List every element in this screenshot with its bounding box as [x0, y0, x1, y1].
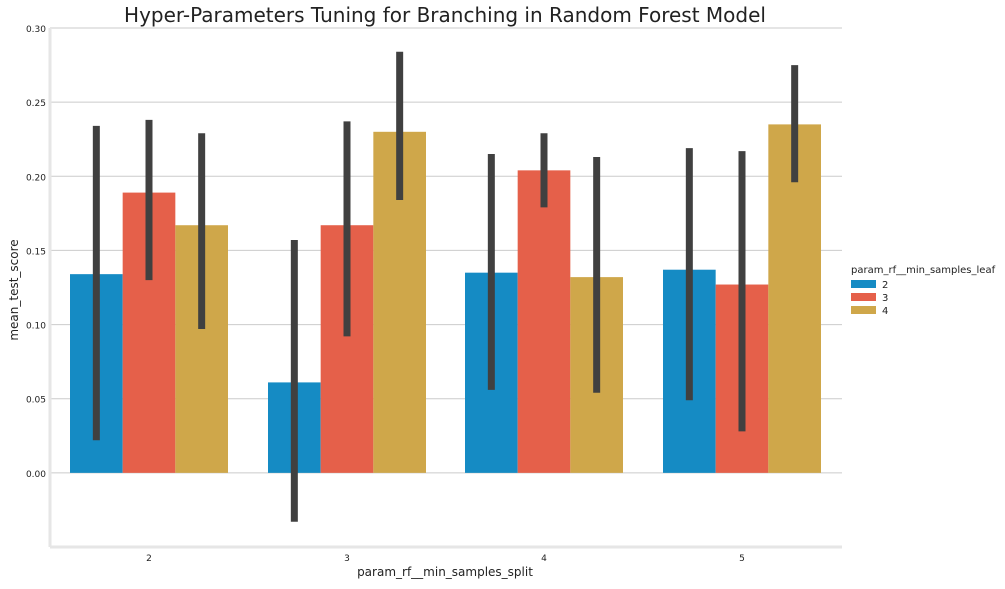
y-tick-label: 0.25	[26, 99, 46, 109]
y-tick-label: 0.30	[26, 25, 46, 35]
legend-label-2: 2	[882, 280, 888, 291]
y-tick-label: 0.20	[26, 173, 46, 183]
y-tick-label: 0.15	[26, 247, 46, 257]
x-tick-label: 4	[541, 554, 547, 564]
legend-swatch-4	[851, 306, 876, 314]
y-tick-label: 0.10	[26, 322, 46, 332]
legend-title: param_rf__min_samples_leaf	[851, 265, 996, 276]
x-tick-label: 2	[146, 554, 152, 564]
legend-swatch-2	[851, 280, 876, 288]
y-tick-label: 0.05	[26, 396, 46, 406]
x-tick-label: 3	[344, 554, 350, 564]
bar-4-3	[517, 170, 571, 473]
x-axis-ticks: 2 3 4 5	[146, 554, 745, 564]
x-tick-label: 5	[739, 554, 745, 564]
y-axis-label: mean_test_score	[7, 239, 21, 340]
x-axis-label: param_rf__min_samples_split	[357, 565, 533, 579]
chart-title: Hyper-Parameters Tuning for Branching in…	[124, 3, 766, 27]
bar-5-4	[768, 124, 821, 473]
y-axis-ticks: 0.00 0.05 0.10 0.15 0.20 0.25 0.30	[26, 25, 46, 480]
legend-label-3: 3	[882, 293, 888, 304]
y-tick-label: 0.00	[26, 470, 46, 480]
legend: param_rf__min_samples_leaf 2 3 4	[851, 265, 996, 317]
error-bars	[92, 51, 799, 522]
legend-label-4: 4	[882, 306, 888, 317]
legend-items: 2 3 4	[851, 280, 888, 317]
legend-swatch-3	[851, 293, 876, 301]
